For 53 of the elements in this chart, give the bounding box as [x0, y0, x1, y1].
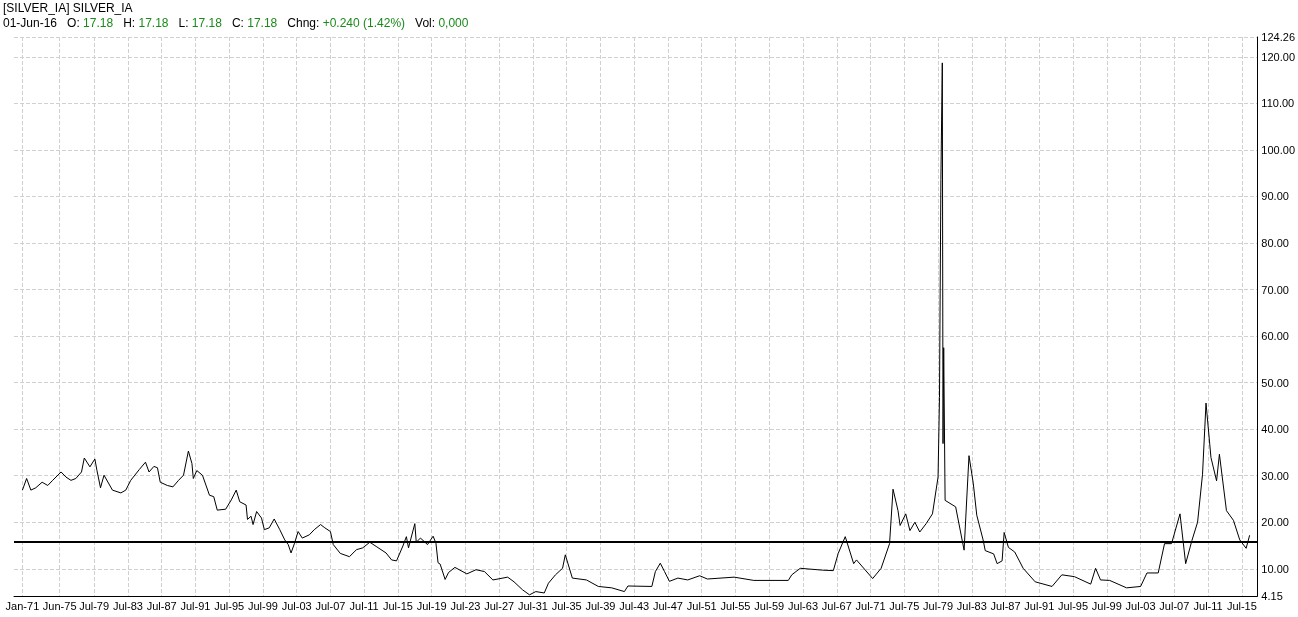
x-tick-label: Jul-35: [551, 599, 582, 612]
x-tick-label: Jul-79: [79, 599, 110, 612]
x-tick-label: Jul-63: [788, 599, 819, 612]
y-tick-label: 124.26: [1261, 31, 1296, 43]
x-tick-label: Jul-75: [889, 599, 920, 612]
x-tick-label: Jul-91: [180, 599, 211, 612]
x-tick-label: Jul-39: [585, 599, 616, 612]
x-tick-label: Jul-31: [517, 599, 548, 612]
x-tick-label: Jul-83: [112, 599, 143, 612]
y-tick-label: 90.00: [1261, 190, 1289, 203]
x-tick-label: Jul-51: [686, 599, 717, 612]
y-tick-label: 4.15: [1261, 590, 1283, 602]
x-tick-label: Jul-99: [1091, 599, 1122, 612]
x-tick-label: Jul-03: [1125, 599, 1156, 612]
x-tick-label: Jul-15: [382, 599, 413, 612]
x-tick-label: Jul-11: [1193, 599, 1223, 612]
y-tick-label: 10.00: [1261, 562, 1289, 575]
y-tick-label: 30.00: [1261, 469, 1289, 482]
x-tick-label: Jul-67: [821, 599, 852, 612]
x-tick-label: Jan-71: [5, 599, 40, 612]
x-tick-label: Jul-95: [214, 599, 245, 612]
text: 01-Jun-16 O: 17.18 H: 17.18 L: 17.18 C: 17.18 Chng: +0.240 (1.42%) Vol: 0,000: [3, 16, 469, 30]
x-tick-label: Jul-19: [416, 599, 447, 612]
x-tick-label: Jul-87: [990, 599, 1021, 612]
x-tick-label: Jul-91: [1024, 599, 1055, 612]
chart-title: [SILVER_IA] SILVER_IA: [3, 1, 134, 16]
y-tick-label: 70.00: [1261, 283, 1289, 296]
x-tick-label: Jul-55: [720, 599, 751, 612]
x-tick-label: Jul-27: [484, 599, 515, 612]
y-tick-label: 40.00: [1261, 423, 1289, 436]
x-tick-label: Jul-99: [247, 599, 278, 612]
x-tick-label: Jul-47: [653, 599, 683, 612]
y-tick-label: 60.00: [1261, 330, 1289, 343]
x-tick-label: Jul-15: [1226, 599, 1257, 612]
x-tick-label: Jul-59: [754, 599, 785, 612]
x-tick-label: Jul-23: [450, 599, 481, 612]
x-tick-label: Jun-75: [42, 599, 77, 612]
x-tick-label: Jul-87: [146, 599, 177, 612]
y-tick-label: 110.00: [1261, 97, 1295, 110]
x-tick-label: Jul-83: [956, 599, 987, 612]
y-tick-label: 100.00: [1261, 143, 1296, 156]
x-tick-label: Jul-43: [619, 599, 650, 612]
y-tick-label: 120.00: [1261, 50, 1296, 63]
y-tick-label: 50.00: [1261, 376, 1289, 389]
y-tick-label: 20.00: [1261, 516, 1289, 529]
x-tick-label: Jul-71: [855, 599, 886, 612]
x-tick-label: Jul-11: [349, 599, 379, 612]
x-tick-label: Jul-95: [1058, 599, 1089, 612]
x-tick-label: Jul-07: [1159, 599, 1190, 612]
x-tick-label: Jul-07: [315, 599, 346, 612]
x-tick-label: Jul-79: [923, 599, 954, 612]
y-tick-label: 80.00: [1261, 236, 1289, 249]
x-tick-label: Jul-03: [281, 599, 312, 612]
